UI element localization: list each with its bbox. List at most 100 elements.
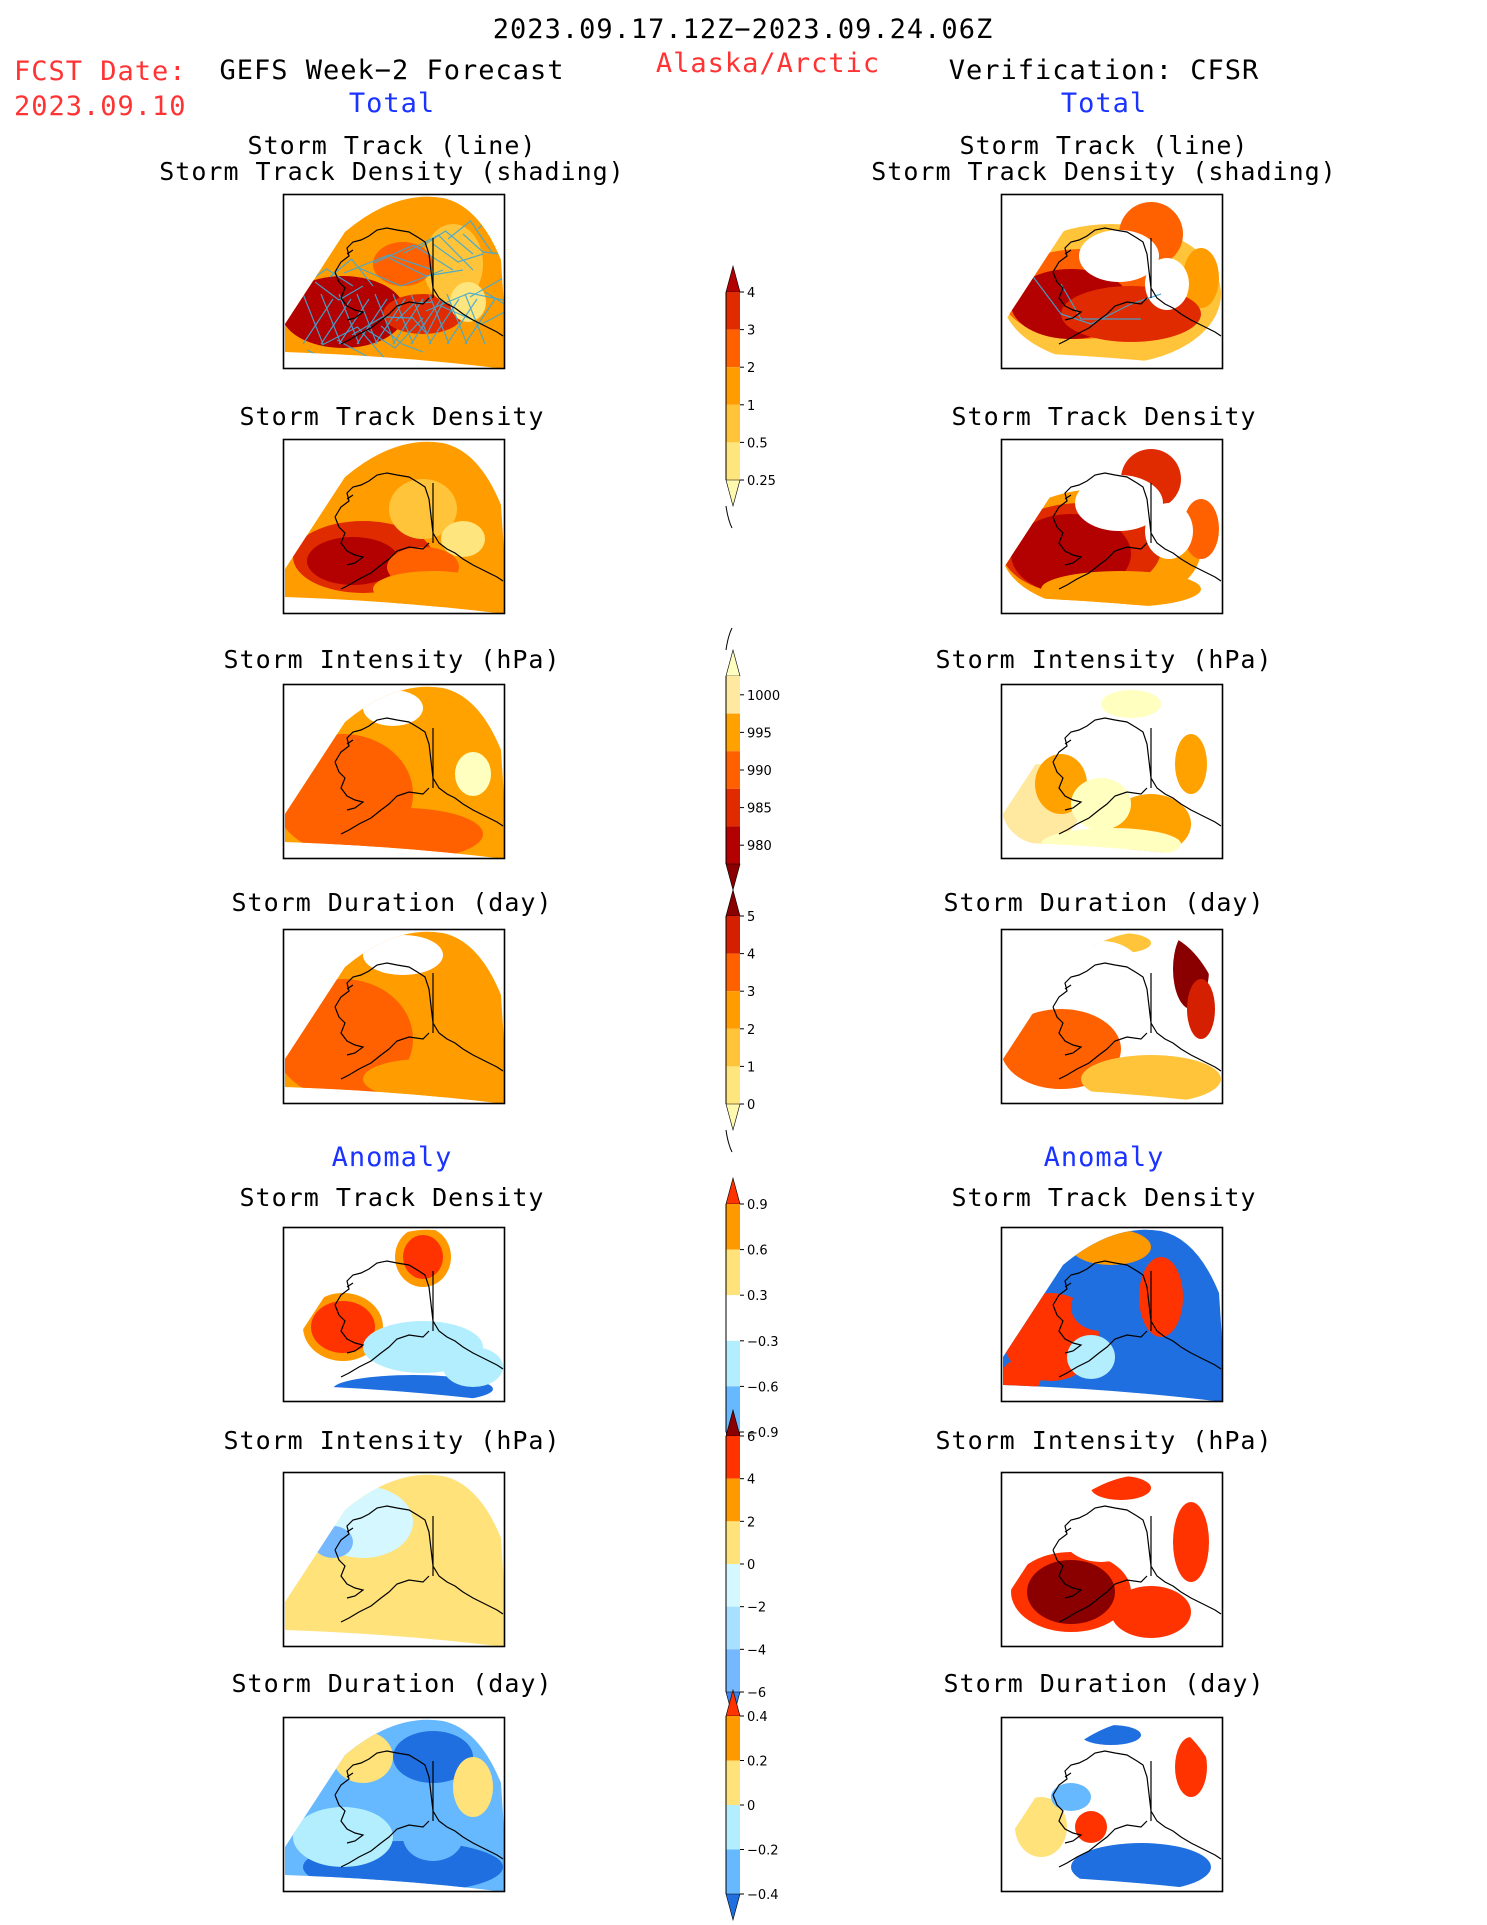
colorbar-extend-top [725,1176,741,1205]
field-contour [393,1731,473,1783]
colorbar-segment [726,1716,740,1761]
map-panel [1000,193,1224,370]
region-label: Alaska/Arctic [655,48,881,79]
coastline [334,717,504,835]
colorbar-extend-bottom [725,1103,741,1132]
field-contour [1071,778,1131,830]
colorbar-segment [726,826,740,864]
map-panel [282,683,506,860]
duration-colorbar: 5 4 3 2 1 0 [725,888,755,1153]
forecast-title: GEFS Week−2 Forecast [219,55,565,86]
coastline [1052,227,1222,345]
anom-intensity-colorbar: 6 4 2 0 −2 −4 −6 [725,1408,766,1720]
colorbar-tick-label: 0.25 [747,474,776,489]
field-contour [389,479,457,539]
storm-track [320,293,342,345]
map-panel [1000,928,1224,1105]
field-contour [1139,1257,1183,1337]
storm-track [321,326,394,369]
colorbar-tick-label: 1000 [747,689,780,704]
panel-title: Storm Duration (day) [231,1669,553,1698]
field-contour [453,1757,493,1817]
field-contour [1081,1055,1221,1103]
fcst-date-label: FCST Date: [14,56,187,87]
map-frame [282,928,506,1105]
field-contour [1071,1229,1151,1265]
panel-title: Storm Track Density (shading) [871,157,1337,186]
panel-title: Storm Intensity (hPa) [935,1426,1273,1455]
panel-title: Storm Intensity (hPa) [223,1426,561,1455]
colorbar-segment [726,292,740,330]
colorbar-tick-label: 1 [747,399,755,414]
map-panel [1000,683,1224,860]
panel-title: Storm Track Density [951,1183,1257,1212]
panel-title: Storm Track (line) [959,131,1249,160]
forecast-total-label: Total [348,88,436,119]
colorbar-segment [726,1521,740,1564]
colorbar-segment [726,1478,740,1522]
map-frame [1000,1716,1224,1893]
storm-track [292,203,324,244]
panel-title: Storm Duration (day) [231,888,553,917]
coastline [334,472,504,590]
field-contour [1067,1335,1115,1379]
storm-track [302,298,334,345]
verification-total-label: Total [1060,88,1148,119]
storm-track [446,293,468,345]
colorbar-tick-label: 2 [747,361,755,376]
colorbar-tick-label: 990 [747,764,772,779]
panel-title: Storm Track Density [951,402,1257,431]
storm-track [343,254,434,274]
storm-track [446,298,478,345]
map-panel [282,193,506,370]
storm-track [338,298,370,345]
panel-title: Storm Track Density [239,402,545,431]
colorbar-tick-label: 980 [747,839,772,854]
storm-track [329,258,374,287]
storm-track [373,244,454,271]
colorbar-tick-label: 0.2 [747,1755,768,1770]
field-contour [441,521,485,557]
map-panel [282,1226,506,1403]
colorbar-tick-label: 4 [747,948,755,963]
fcst-date-value: 2023.09.10 [14,91,187,122]
colorbar-segment [726,676,740,714]
colorbar-tick-label: −2 [747,1601,766,1616]
coastline [334,1750,504,1868]
colorbar-segment [726,1849,740,1894]
colorbar-segment [726,1805,740,1850]
map-frame [1000,1226,1224,1403]
map-frame [282,1226,506,1403]
field-contour [1175,734,1207,794]
colorbar-extend-top [725,888,741,917]
panel-title: Storm Intensity (hPa) [935,645,1273,674]
field-contour [333,1731,393,1783]
colorbar-tick-label: 985 [747,802,772,817]
field-contour [1187,979,1215,1039]
coastline [334,1505,504,1623]
colorbar-tick-label: −0.9 [747,1426,779,1441]
colorbar-segment [726,1295,740,1341]
map-frame [1000,928,1224,1105]
colorbar-tick-label: 0.9 [747,1198,768,1213]
colorbar-segment [726,1340,740,1387]
field-contour [1079,230,1159,282]
field-contour [373,571,493,607]
panel-title: Storm Intensity (hPa) [223,645,561,674]
field-contour [1175,1737,1207,1797]
field-contour [363,1059,483,1099]
storm-track [432,243,484,263]
map-panel [1000,1716,1224,1893]
field-contour [403,1813,463,1861]
storm-track [484,285,505,311]
panel-title: Storm Duration (day) [943,888,1265,917]
field-contour [1183,248,1219,308]
colorbar-tick-label: 0.3 [747,1289,768,1304]
field-contour [343,1572,463,1632]
map-frame [1000,683,1224,860]
colorbar-tail [725,505,733,529]
storm-track [392,298,424,345]
panel-title: Storm Track Density [239,1183,545,1212]
intensity-colorbar: 1000 995 990 985 980 [725,627,780,892]
colorbar-tail [725,627,733,651]
